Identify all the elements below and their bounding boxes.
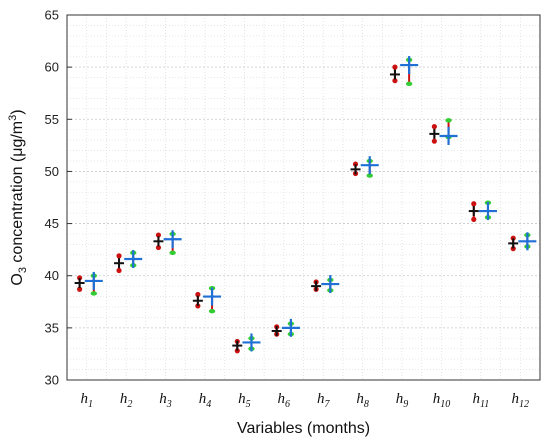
interval-marker-black <box>389 64 400 84</box>
x-tick-label: h10 <box>433 391 451 410</box>
x-tick-label: h7 <box>317 391 331 410</box>
cap-lower <box>431 138 437 144</box>
cap-lower <box>195 303 201 309</box>
cap-upper <box>155 232 162 238</box>
cap-upper <box>471 201 477 207</box>
cap-lower <box>234 348 240 354</box>
cap-lower <box>77 286 83 292</box>
x-tick-label: h6 <box>278 391 291 410</box>
y-axis-title: O3 concentration (μg/m3) <box>7 109 29 285</box>
interval-marker-black <box>429 123 440 144</box>
grid <box>66 14 541 381</box>
interval-marker-blue <box>321 275 340 294</box>
interval-marker-black <box>192 291 203 309</box>
interval-marker-blue <box>203 286 222 314</box>
y-tick-labels: 30 35 40 45 50 55 60 65 <box>45 8 72 388</box>
x-tick-label: h2 <box>120 391 133 410</box>
interval-marker-blue <box>518 232 537 251</box>
interval-marker-black <box>468 201 479 222</box>
cap-lower <box>471 216 477 222</box>
cap-lower <box>208 308 216 314</box>
y-tick-label: 35 <box>45 320 59 335</box>
interval-marker-black <box>271 324 282 337</box>
x-tick-label: h3 <box>159 391 172 410</box>
interval-marker-blue <box>439 118 458 145</box>
plot-border <box>66 14 541 381</box>
x-tick-label: h1 <box>80 391 93 410</box>
x-tick-label: h5 <box>238 391 251 410</box>
y-tick-label: 30 <box>45 373 59 388</box>
interval-marker-blue <box>478 200 497 221</box>
y-tick-label: 50 <box>45 164 59 179</box>
cap-upper <box>352 161 359 167</box>
interval-marker-blue <box>400 56 419 87</box>
x-tick-label: h11 <box>472 391 489 410</box>
y-tick-label: 55 <box>45 112 59 127</box>
data-markers <box>74 56 537 354</box>
cap-lower <box>155 244 162 251</box>
y-tick-label: 65 <box>45 8 59 23</box>
interval-marker-blue <box>360 156 379 178</box>
cap-lower <box>169 250 176 255</box>
interval-marker-blue <box>84 271 103 296</box>
x-tick-label: h12 <box>512 391 530 410</box>
cap-upper <box>392 64 398 70</box>
interval-marker-black <box>153 232 164 251</box>
cap-upper <box>77 275 83 281</box>
interval-marker-blue <box>281 318 300 337</box>
x-axis-title: Variables (months) <box>237 420 370 437</box>
x-tick-label: h4 <box>199 391 212 410</box>
interval-marker-black <box>74 275 85 292</box>
interval-marker-black <box>508 235 519 252</box>
y-tick-label: 60 <box>45 60 59 75</box>
cap-lower <box>116 267 122 274</box>
interval-marker-blue <box>124 250 143 269</box>
interval-marker-black <box>232 338 243 354</box>
interval-marker-black <box>311 279 322 292</box>
cap-upper <box>116 253 122 259</box>
interval-marker-black <box>350 161 361 177</box>
cap-upper <box>431 123 437 130</box>
cap-lower <box>392 78 398 84</box>
cap-lower <box>90 291 98 296</box>
y-tick-label: 40 <box>45 268 59 283</box>
interval-marker-blue <box>163 230 182 255</box>
x-tick-label: h8 <box>356 391 369 410</box>
y-tick-label: 45 <box>45 216 59 231</box>
cap-upper <box>445 118 452 123</box>
interval-marker-blue <box>242 333 261 352</box>
cap-upper <box>510 235 516 241</box>
interval-marker-black <box>114 253 125 274</box>
cap-lower <box>510 246 516 252</box>
cap-lower <box>366 173 373 178</box>
cap-upper <box>195 291 201 298</box>
cap-lower <box>405 81 413 87</box>
x-tick-label: h9 <box>396 391 409 410</box>
x-tick-labels: h1 h2 h3 h4 h5 h6 h7 h8 h9 h10 h11 h12 <box>80 391 529 410</box>
plot-frame <box>66 14 541 381</box>
